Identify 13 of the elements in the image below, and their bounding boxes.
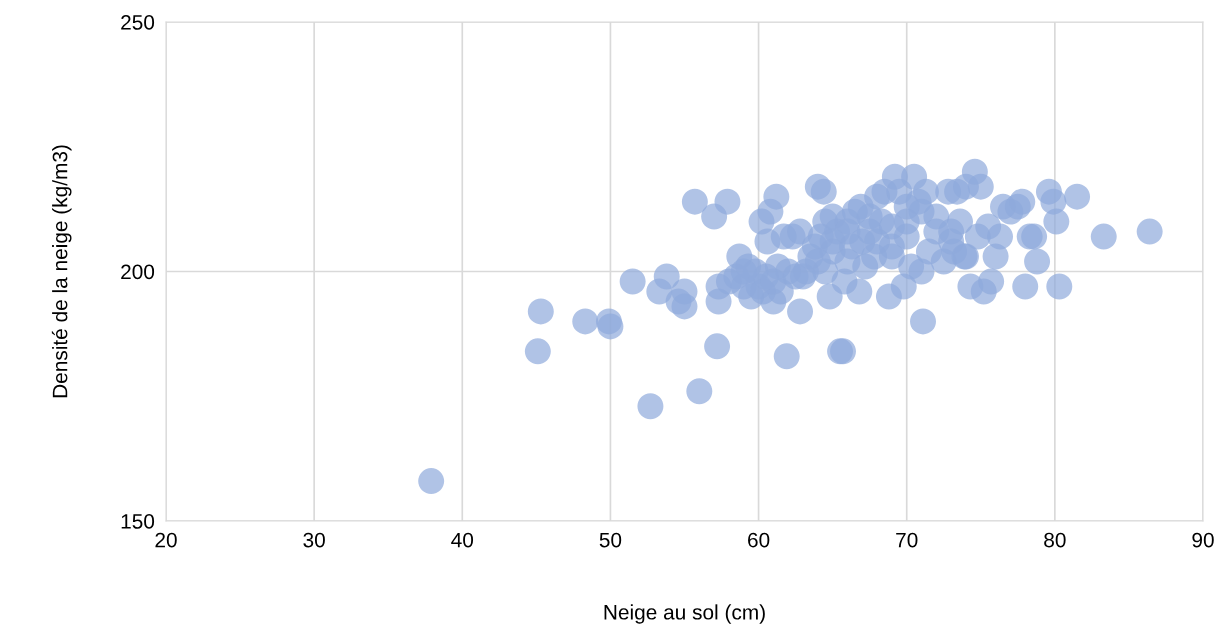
y-tick-label: 200 bbox=[121, 264, 155, 280]
x-tick-label: 20 bbox=[155, 532, 177, 548]
x-tick-label: 30 bbox=[303, 532, 325, 548]
x-tick-label: 70 bbox=[896, 532, 918, 548]
y-tick-label: 250 bbox=[121, 15, 155, 30]
y-tick-label: 150 bbox=[121, 514, 155, 529]
x-tick-label: 60 bbox=[748, 532, 770, 548]
y-axis-title: Densité de la neige (kg/m3) bbox=[51, 145, 72, 398]
x-tick-label: 40 bbox=[451, 532, 474, 548]
x-tick-label: 50 bbox=[599, 532, 622, 548]
x-axis-title: Neige au sol (cm) bbox=[604, 604, 765, 624]
x-tick-label: 90 bbox=[1192, 532, 1214, 548]
x-tick-label: 80 bbox=[1044, 532, 1066, 548]
